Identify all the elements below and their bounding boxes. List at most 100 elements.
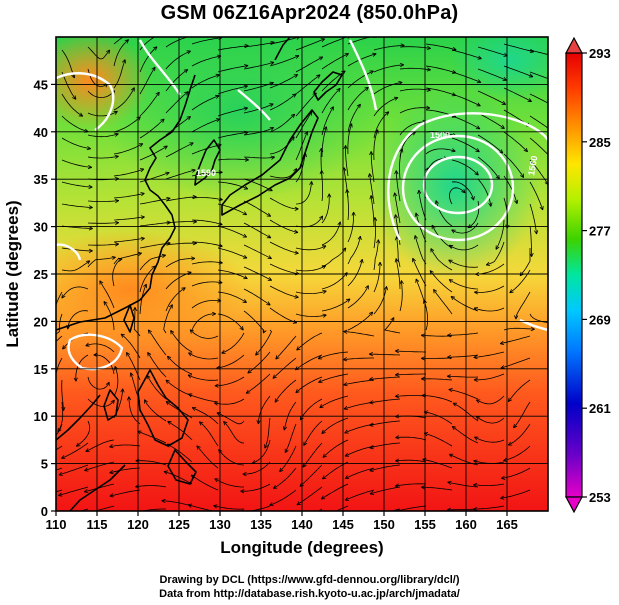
streamline [109,489,141,497]
streamline [61,181,93,188]
streamline-arrowhead [292,93,297,98]
streamline [140,508,166,511]
streamline-arrowhead [395,372,400,377]
streamline-arrowhead [129,372,134,377]
streamline [217,313,244,331]
streamline-arrowhead [239,326,244,331]
streamline-arrowhead [163,145,168,150]
streamline-arrowhead [447,480,452,485]
streamline-arrowhead [412,257,416,263]
streamline [503,153,525,178]
streamline [430,248,453,271]
streamline [395,395,427,397]
streamline-arrowhead [461,188,466,194]
streamline [344,467,375,479]
streamline [279,445,297,473]
streamline [163,304,173,334]
streamline-arrowhead [364,285,369,290]
streamline [399,280,403,312]
streamline [146,374,167,400]
streamline-arrowhead [394,258,399,263]
streamline-arrowhead [189,329,195,334]
streamline [529,203,537,235]
streamline [61,247,93,252]
streamline [447,332,479,336]
colorbar-tick-label: 277 [589,224,611,239]
streamline-arrowhead [270,61,275,66]
streamline-arrowhead [189,142,194,147]
streamline-arrowhead [120,388,125,393]
streamline-arrowhead [126,352,131,357]
streamline-arrowhead [555,80,559,83]
streamline [529,159,548,186]
streamline-arrowhead [551,130,555,134]
streamline-arrowhead [32,518,36,521]
streamline-arrowhead [414,235,418,240]
streamline [243,288,271,306]
streamline-arrowhead [293,74,299,79]
streamline [295,376,323,394]
credit-line-1: Drawing by DCL (https://www.gfd-dennou.o… [159,574,460,586]
streamline [421,512,452,515]
streamline-arrowhead [323,126,328,131]
streamline [448,279,479,290]
streamline-arrowhead [399,280,404,285]
streamline-arrowhead [474,171,479,176]
streamline-arrowhead [214,478,219,483]
streamline-arrowhead [244,157,249,162]
streamline [67,310,89,330]
streamline-arrowhead [344,429,349,434]
streamline-arrowhead [421,356,425,361]
streamline-arrowhead [191,168,196,173]
streamline [433,289,453,315]
streamline-arrowhead [73,377,78,382]
streamline [283,401,297,431]
streamline [343,401,375,410]
streamline-arrowhead [393,192,398,197]
x-tick-label: 125 [168,517,190,532]
streamline-arrowhead [395,458,400,463]
streamline-arrowhead [357,235,362,241]
streamline [269,37,301,45]
streamline [500,489,531,499]
streamline-arrowhead [155,91,160,97]
streamline-arrowhead [262,329,267,334]
streamline [109,444,141,448]
streamline [395,350,426,353]
streamline [347,53,377,67]
streamline [216,354,245,369]
streamline [343,331,375,337]
streamline-arrowhead [43,356,46,360]
contour-labels: 1590 1500 1560 [196,130,539,178]
x-tick-label: 120 [127,517,149,532]
streamline-arrowhead [198,421,204,426]
streamline [139,66,156,95]
streamline-arrowhead [166,196,171,201]
x-axis-ticks: 110 115 120 125 130 135 140 145 150 155 160 165 [46,511,518,532]
streamline [87,222,119,224]
streamline-arrowhead [130,87,135,92]
streamline-arrowhead [433,289,438,294]
streamline-arrowhead [214,383,219,388]
streamline-arrowhead [476,79,482,84]
streamline-arrowhead [188,393,193,398]
streamline [61,137,91,150]
streamline [255,329,272,356]
streamline-arrowhead [369,400,374,405]
streamline-arrowhead [451,229,456,234]
streamline-arrowhead [215,118,221,123]
streamline-arrowhead [451,426,457,431]
streamline-arrowhead [395,483,400,488]
streamline [343,357,374,361]
streamline-arrowhead [528,73,534,78]
streamline [322,461,349,480]
streamline-arrowhead [327,193,332,198]
streamline-arrowhead [467,224,472,229]
streamline-arrowhead [213,504,218,509]
streamline [61,93,84,117]
streamline [503,65,534,78]
streamline [243,61,275,70]
y-tick-label: 35 [34,172,48,187]
streamline-arrowhead [348,123,353,128]
streamline-arrowhead [242,211,248,216]
